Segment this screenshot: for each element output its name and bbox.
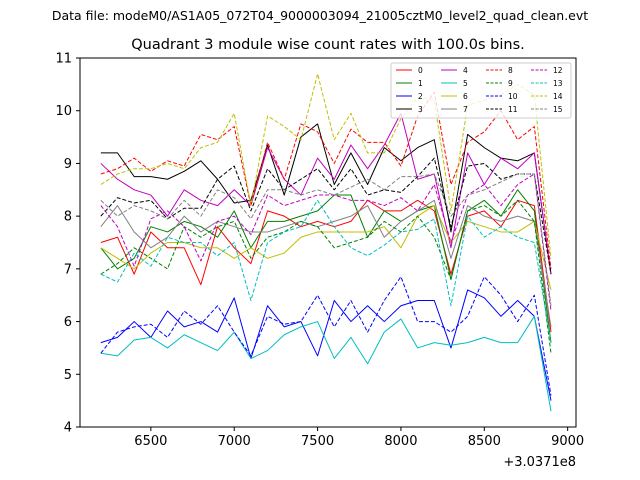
y-tick-label: 8 [64,210,72,225]
legend-label-0: 0 [418,66,423,75]
series-line-13 [100,199,552,343]
legend-label-11: 11 [508,105,518,114]
series-line-11 [100,157,552,275]
series-line-7 [100,199,552,327]
series-line-3 [100,123,552,275]
legend-label-6: 6 [463,92,468,101]
y-tick-label: 9 [64,157,72,172]
y-tick-label: 4 [64,421,72,436]
figure-suptitle: Data file: modeM0/AS1A05_072T04_90000030… [52,8,588,23]
y-tick-label: 11 [55,52,72,67]
x-tick-label: 7000 [218,434,251,449]
series-line-2 [100,289,552,401]
y-tick-label: 6 [64,315,72,330]
series-line-6 [100,205,552,291]
series-line-12 [100,173,552,312]
legend-label-3: 3 [418,105,423,114]
y-tick-label: 10 [55,104,72,119]
plot-lines [100,73,552,412]
x-axis-offset-label: +3.0371e8 [503,455,576,470]
legend-label-9: 9 [508,79,513,88]
series-line-10 [100,276,552,396]
series-line-4 [100,112,552,275]
x-tick-label: 7500 [301,434,334,449]
legend-label-10: 10 [508,92,518,101]
y-tick-label: 5 [64,368,72,383]
axes-frame [79,57,577,428]
legend-label-15: 15 [553,105,563,114]
legend-label-12: 12 [553,66,563,75]
x-tick-label: 8000 [384,434,417,449]
legend-label-1: 1 [418,79,423,88]
series-line-5 [100,315,552,412]
legend-label-8: 8 [508,66,513,75]
legend-label-13: 13 [553,79,563,88]
legend-label-5: 5 [463,79,468,88]
series-line-15 [100,173,552,306]
legend-label-4: 4 [463,66,468,75]
x-tick-label: 6500 [134,434,167,449]
legend-label-14: 14 [553,92,563,101]
legend-label-2: 2 [418,92,423,101]
chart-title: Quadrant 3 module wise count rates with … [131,37,525,53]
series-line-8 [100,91,552,269]
series-line-14 [100,73,552,259]
legend-label-7: 7 [463,105,468,114]
x-tick-label: 9000 [551,434,584,449]
legend-box [390,62,572,119]
series-line-9 [100,199,552,354]
x-tick-label: 8500 [468,434,501,449]
y-tick-label: 7 [64,262,72,277]
